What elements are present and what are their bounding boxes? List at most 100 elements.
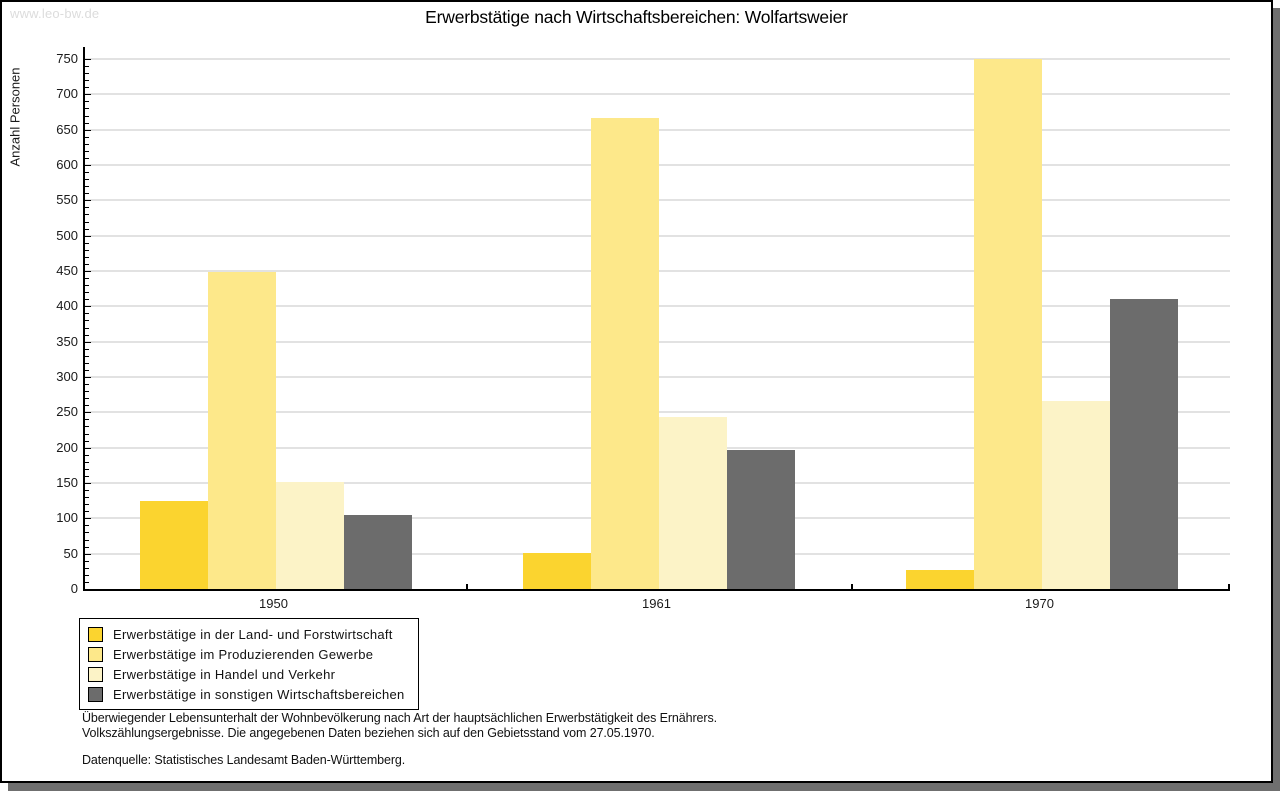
y-axis-tick: [85, 384, 89, 386]
y-axis-tick: [85, 285, 89, 287]
y-axis-tick: [85, 490, 89, 492]
y-axis-tick-label: 600: [56, 157, 78, 172]
bar-1950-series-2: [207, 271, 276, 589]
y-axis-tick: [85, 377, 91, 378]
y-axis-tick-label: 200: [56, 439, 78, 455]
y-axis-tick: [85, 454, 89, 456]
bar-1961-series-3: [658, 416, 727, 589]
bar-1950-series-4: [343, 514, 412, 589]
y-axis-tick: [85, 475, 89, 477]
y-axis-tick: [85, 461, 89, 463]
plot-area: [83, 47, 1230, 591]
y-axis-tick: [85, 362, 89, 364]
legend: Erwerbstätige in der Land- und Forstwirt…: [79, 618, 419, 710]
y-axis-tick: [85, 136, 89, 138]
y-axis-tick: [85, 560, 89, 562]
y-axis-tick: [85, 518, 91, 520]
y-axis-tick: [85, 179, 89, 181]
y-axis-tick: [85, 242, 89, 244]
y-axis-tick: [85, 129, 91, 131]
y-axis-tick: [85, 532, 89, 534]
y-axis-tick: [85, 405, 89, 407]
y-axis-tick: [85, 433, 89, 435]
y-axis-tick: [85, 398, 89, 400]
bar-1950-series-3: [275, 482, 344, 589]
data-source: Datenquelle: Statistisches Landesamt Bad…: [82, 753, 406, 767]
y-axis-tick: [85, 200, 91, 202]
y-axis-tick: [85, 80, 89, 82]
y-axis-tick: [85, 504, 89, 506]
y-axis-tick: [85, 320, 89, 322]
y-axis-tick-label: 150: [56, 475, 78, 490]
y-axis-tick: [85, 440, 89, 442]
bar-1970-series-4: [1109, 299, 1178, 589]
y-axis-tick: [85, 348, 89, 350]
y-axis-tick: [85, 94, 91, 96]
legend-swatch-icon: [88, 666, 103, 682]
bar-1970-series-2: [973, 59, 1042, 589]
y-axis-tick: [85, 447, 91, 449]
y-axis-tick: [85, 193, 89, 195]
y-axis-tick: [85, 271, 91, 272]
y-axis-tick-label: 750: [56, 51, 78, 66]
y-axis-tick: [85, 115, 89, 117]
y-axis-tick: [85, 150, 89, 152]
y-axis-tick: [85, 101, 89, 103]
y-axis-tick: [85, 87, 89, 89]
watermark: www.leo-bw.de: [10, 6, 100, 21]
y-axis-tick: [85, 574, 89, 576]
y-axis-tick-label: 0: [70, 581, 78, 596]
y-axis-tick-label: 700: [56, 86, 78, 102]
y-axis-tick-label: 650: [56, 121, 78, 137]
y-axis-tick: [85, 59, 91, 60]
legend-label: Erwerbstätige im Produzierenden Gewerbe: [113, 646, 374, 662]
y-axis-tick-label: 500: [56, 227, 78, 243]
legend-item: Erwerbstätige im Produzierenden Gewerbe: [88, 645, 405, 663]
y-axis-tick-label: 450: [56, 263, 78, 278]
y-axis-tick-label: 100: [56, 510, 78, 526]
y-axis-tick: [85, 553, 91, 555]
gridline: [85, 58, 1230, 60]
legend-label: Erwerbstätige in Handel und Verkehr: [113, 666, 336, 682]
y-axis-tick: [85, 228, 89, 230]
x-axis-tick: [851, 584, 853, 589]
y-axis-tick: [85, 567, 89, 569]
x-axis-tick: [466, 584, 468, 589]
y-axis-tick: [85, 412, 91, 414]
y-axis-tick: [85, 483, 91, 484]
y-axis-tick: [85, 256, 89, 258]
bar-1961-series-4: [726, 449, 795, 589]
y-axis-tick: [85, 539, 89, 541]
legend-swatch-icon: [88, 686, 103, 702]
y-axis-tick: [85, 355, 89, 357]
y-axis-tick: [85, 313, 89, 315]
y-axis-tick: [85, 426, 89, 428]
legend-label: Erwerbstätige in sonstigen Wirtschaftsbe…: [113, 686, 405, 702]
y-axis-tick: [85, 306, 91, 308]
y-axis-tick: [85, 581, 89, 583]
y-axis-tick: [85, 207, 89, 209]
y-axis-tick: [85, 546, 89, 548]
legend-label: Erwerbstätige in der Land- und Forstwirt…: [113, 626, 393, 642]
y-axis-tick-label: 250: [56, 404, 78, 420]
x-axis-tick-label: 1961: [642, 596, 671, 611]
y-axis-tick: [85, 235, 91, 237]
legend-item: Erwerbstätige in sonstigen Wirtschaftsbe…: [88, 685, 405, 703]
y-axis-tick-label: 550: [56, 192, 78, 208]
y-axis-tick-label: 400: [56, 298, 78, 314]
footnote-line2: Volkszählungsergebnisse. Die angegebenen…: [82, 725, 655, 740]
y-axis-tick: [85, 186, 89, 188]
y-axis-tick-label: 300: [56, 369, 78, 384]
footnote: Überwiegender Lebensunterhalt der Wohnbe…: [82, 711, 717, 740]
bar-1950-series-1: [139, 500, 208, 589]
y-axis-tick: [85, 341, 91, 343]
x-axis-tick-label: 1950: [259, 596, 288, 611]
y-axis-tick: [85, 419, 89, 421]
y-axis-tick: [85, 327, 89, 329]
legend-item: Erwerbstätige in der Land- und Forstwirt…: [88, 625, 405, 643]
y-axis-tick: [85, 249, 89, 251]
y-axis-tick: [85, 214, 89, 216]
y-axis-tick-label: 350: [56, 333, 78, 349]
chart-title: Erwerbstätige nach Wirtschaftsbereichen:…: [425, 7, 848, 27]
y-axis-tick: [85, 73, 89, 75]
